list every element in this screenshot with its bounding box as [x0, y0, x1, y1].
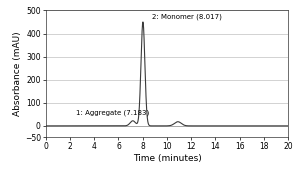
Text: 1: Aggregate (7.183): 1: Aggregate (7.183)	[76, 110, 149, 116]
Y-axis label: Absorbance (mAU): Absorbance (mAU)	[13, 32, 22, 116]
Text: 2: Monomer (8.017): 2: Monomer (8.017)	[152, 13, 222, 20]
X-axis label: Time (minutes): Time (minutes)	[133, 154, 201, 163]
